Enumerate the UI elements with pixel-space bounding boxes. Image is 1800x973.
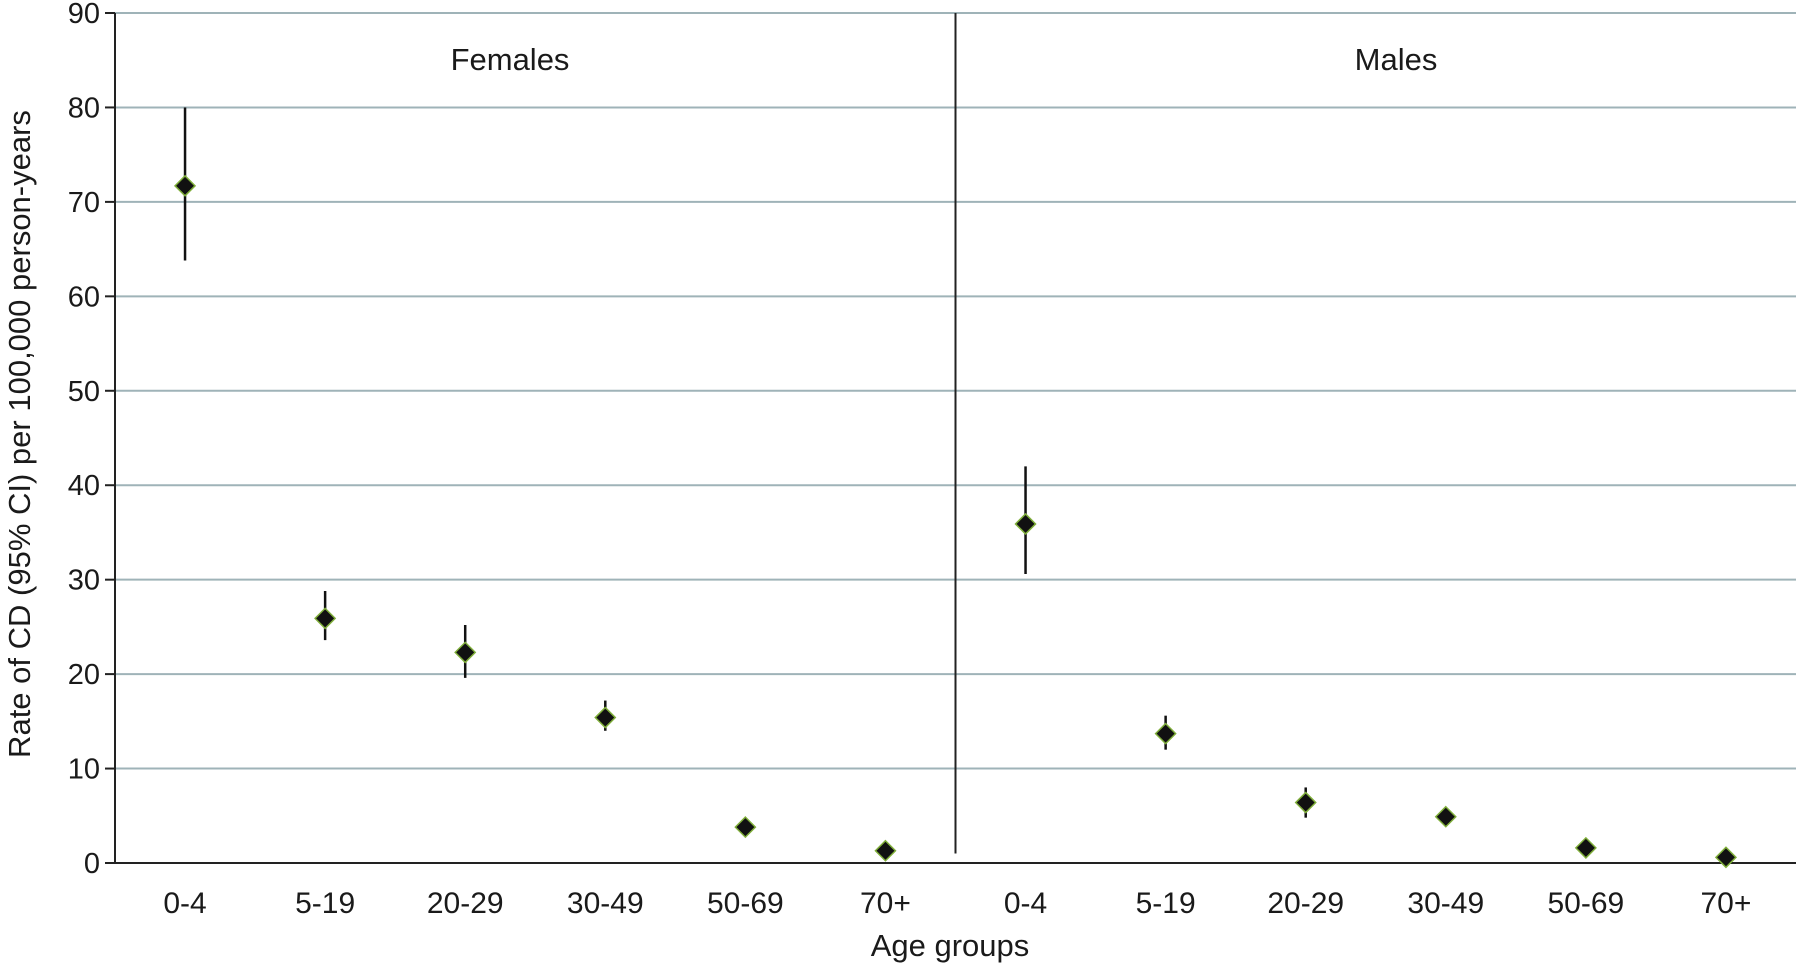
- data-point: [1154, 722, 1177, 745]
- y-axis-label: Rate of CD (95% CI) per 100,000 person-y…: [2, 110, 37, 758]
- panel-label-males: Males: [1355, 42, 1438, 77]
- x-tick-label: 0-4: [163, 887, 206, 920]
- x-tick-label: 70+: [1701, 887, 1752, 920]
- x-tick-label: 20-29: [427, 887, 504, 920]
- x-tick-label: 50-69: [1548, 887, 1625, 920]
- y-tick-label: 10: [68, 754, 100, 786]
- x-tick-label: 5-19: [1136, 887, 1196, 920]
- data-point: [1714, 846, 1738, 869]
- y-tick-label: 80: [68, 92, 100, 124]
- y-tick-label: 60: [68, 281, 100, 313]
- data-point: [314, 607, 337, 630]
- y-tick-label: 90: [68, 0, 100, 30]
- data-point: [734, 816, 757, 839]
- y-tick-label: 30: [68, 565, 100, 597]
- data-point: [594, 706, 617, 729]
- y-tick-label: 70: [68, 187, 100, 219]
- x-tick-label: 0-4: [1004, 887, 1047, 920]
- data-point: [1014, 512, 1037, 536]
- data-point: [454, 641, 477, 664]
- y-tick-label: 20: [68, 659, 100, 691]
- data-point: [1574, 836, 1597, 859]
- x-tick-label: 20-29: [1267, 887, 1344, 920]
- data-point: [1434, 805, 1457, 828]
- x-tick-label: 70+: [860, 887, 911, 920]
- y-tick-label: 0: [84, 848, 100, 880]
- marks-layer: [173, 107, 1738, 869]
- panel-label-females: Females: [451, 42, 570, 77]
- x-tick-label: 50-69: [707, 887, 784, 920]
- x-tick-label: 5-19: [295, 887, 355, 920]
- text-layer: Rate of CD (95% CI) per 100,000 person-y…: [2, 0, 1751, 963]
- x-tick-label: 30-49: [1407, 887, 1484, 920]
- data-point: [874, 839, 897, 862]
- data-point: [1294, 791, 1317, 814]
- data-point: [173, 174, 197, 197]
- axis-layer: [105, 12, 1796, 864]
- x-tick-label: 30-49: [567, 887, 644, 920]
- y-tick-label: 40: [68, 470, 100, 502]
- y-tick-label: 50: [68, 376, 100, 408]
- x-axis-label: Age groups: [871, 928, 1030, 963]
